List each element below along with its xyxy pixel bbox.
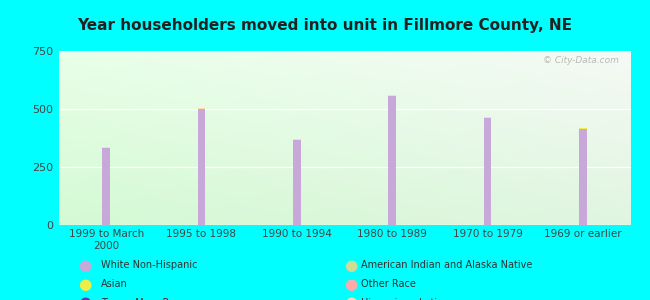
Bar <box>579 128 587 129</box>
Text: ●: ● <box>344 258 358 273</box>
Bar <box>388 95 396 96</box>
Text: White Non-Hispanic: White Non-Hispanic <box>101 260 197 271</box>
Text: Year householders moved into unit in Fillmore County, NE: Year householders moved into unit in Fil… <box>77 18 573 33</box>
Bar <box>102 148 110 225</box>
Text: ●: ● <box>78 258 91 273</box>
Text: Two or More Races: Two or More Races <box>101 298 191 300</box>
Text: ●: ● <box>344 295 358 300</box>
Bar <box>293 139 301 140</box>
Text: ●: ● <box>78 295 91 300</box>
Text: Other Race: Other Race <box>361 279 415 289</box>
Bar <box>102 147 110 148</box>
Bar <box>388 96 396 225</box>
Bar <box>484 118 491 225</box>
Text: © City-Data.com: © City-Data.com <box>543 56 619 65</box>
Text: Asian: Asian <box>101 279 127 289</box>
Text: Hispanic or Latino: Hispanic or Latino <box>361 298 449 300</box>
Bar <box>198 108 205 109</box>
Bar <box>198 109 205 225</box>
Bar <box>579 129 587 225</box>
Bar <box>293 140 301 225</box>
Bar <box>484 117 491 118</box>
Text: ●: ● <box>344 277 358 292</box>
Text: American Indian and Alaska Native: American Indian and Alaska Native <box>361 260 532 271</box>
Text: ●: ● <box>78 277 91 292</box>
